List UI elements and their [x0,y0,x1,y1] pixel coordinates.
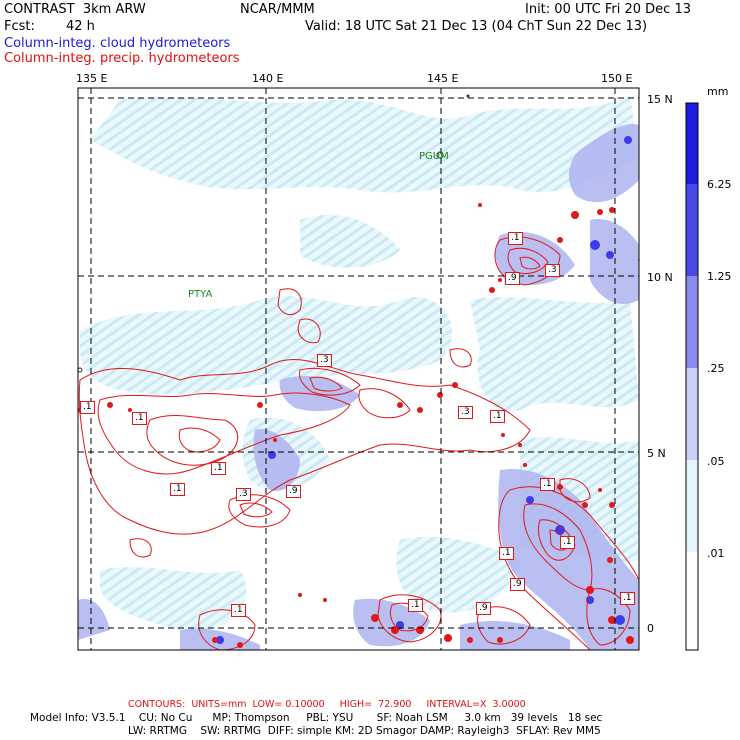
island-marker [78,367,83,373]
legend-level-6-25: 6.25 [707,178,732,191]
lat-lon-grid [78,88,639,650]
legend-frame [685,102,699,651]
legend-level-0-05: .05 [707,455,725,468]
contour-value-label: .1 [540,478,555,491]
contour-value-label: .9 [286,485,301,498]
legend-level-1-25: 1.25 [707,270,732,283]
color-legend [685,102,699,651]
lat-label-10n: 10 N [647,271,673,284]
contour-value-label: .1 [170,483,185,496]
legend-swatch [686,184,698,276]
contour-value-label: .1 [508,232,523,245]
model-info-line1: Model Info: V3.5.1 CU: No Cu MP: Thompso… [30,712,603,724]
contour-value-label: .9 [510,578,525,591]
forecast-label: Fcst: [4,19,35,34]
contour-value-label: .1 [499,547,514,560]
contour-value-label: .3 [317,354,332,367]
legend-swatch [686,103,698,184]
contour-info: CONTOURS: UNITS=mm LOW= 0.10000 HIGH= 72… [128,699,526,710]
legend-level-0-01: .01 [707,547,725,560]
island-marker [466,94,470,98]
contour-value-label: .1 [211,462,226,475]
lon-label-145: 145 E [427,72,459,85]
lon-label-150: 150 E [601,72,633,85]
map-field-layer [78,88,639,650]
contour-value-label: .1 [132,412,147,425]
contour-value-label: .1 [620,592,635,605]
place-label-ptya: PTYA [188,289,213,300]
map-frame [77,87,640,651]
contour-value-label: .1 [231,604,246,617]
legend-unit: mm [707,85,729,98]
lon-label-140: 140 E [252,72,284,85]
legend-swatch [686,552,698,650]
precip-contours [78,236,639,650]
precip-cores [78,203,639,648]
lon-label-135: 135 E [76,72,108,85]
legend-swatch [686,368,698,460]
contour-value-label: .3 [545,264,560,277]
contour-value-label: .1 [560,536,575,549]
contour-value-label: .3 [236,488,251,501]
contour-value-label: .1 [80,401,95,414]
contour-value-label: .1 [408,599,423,612]
valid-time: Valid: 18 UTC Sat 21 Dec 13 (04 ChT Sun … [305,19,648,34]
model-info-line2: LW: RRTMG SW: RRTMG DIFF: simple KM: 2D … [128,725,601,737]
lat-label-15n: 15 N [647,93,673,106]
cloud-field-label: Column-integ. cloud hydrometeors [4,36,231,51]
legend-swatch [686,276,698,368]
contour-value-label: .9 [505,272,520,285]
forecast-hours: 42 h [66,19,95,34]
cloud-field-strong [216,136,632,644]
lat-label-0: 0 [647,622,654,635]
cloud-field-light [80,95,639,632]
legend-swatch [686,460,698,552]
place-label-pgum: PGUM [419,151,449,162]
product-title: CONTRAST 3km ARW [4,2,146,17]
contour-value-label: .3 [458,406,473,419]
precip-field-label: Column-integ. precip. hydrometeors [4,51,240,66]
init-time: Init: 00 UTC Fri 20 Dec 13 [525,2,691,17]
legend-level-0-25: .25 [707,362,725,375]
lat-label-5n: 5 N [647,447,666,460]
contour-value-label: .9 [476,602,491,615]
guam-island-marker [436,151,444,159]
contour-value-label: .1 [490,410,505,423]
organization-label: NCAR/MMM [240,2,315,17]
